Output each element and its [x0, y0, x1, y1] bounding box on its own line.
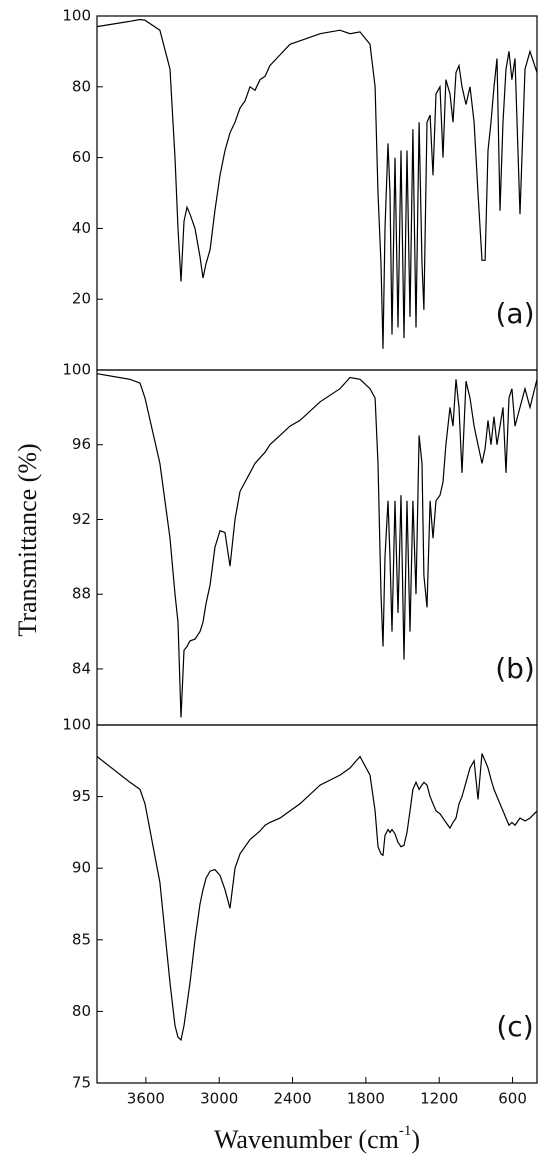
spectrum-line: [96, 373, 538, 718]
y-axis-label: Transmittance (%): [13, 443, 42, 636]
y-tick-label: 20: [72, 290, 91, 308]
x-tick-label: 3600: [127, 1090, 165, 1108]
plot-frame: [96, 15, 538, 371]
x-tick-label: 600: [498, 1090, 527, 1108]
y-tick-label: 40: [72, 219, 91, 237]
y-tick-label: 88: [72, 585, 91, 603]
x-tick-label: 1800: [347, 1090, 385, 1108]
y-tick-label: 80: [72, 77, 91, 95]
y-tick-label: 100: [62, 716, 91, 734]
y-tick-label: 75: [72, 1074, 91, 1092]
y-tick-label: 90: [72, 859, 91, 877]
panel-label: (b): [495, 652, 535, 685]
panel-label: (c): [496, 1010, 533, 1043]
x-axis-label-main: Wavenumber (cm: [214, 1125, 399, 1154]
y-tick-label: 95: [72, 787, 91, 805]
x-tick-label: 3000: [200, 1090, 238, 1108]
x-tick-label: 1200: [420, 1090, 458, 1108]
y-tick-label: 100: [62, 361, 91, 379]
y-tick-label: 100: [62, 7, 91, 25]
plot-frame: [96, 369, 538, 726]
spectrum-line: [96, 18, 538, 349]
y-tick-label: 92: [72, 510, 91, 528]
spectrum-line: [96, 753, 538, 1042]
y-tick-label: 85: [72, 930, 91, 948]
panel-label: (a): [495, 297, 534, 330]
y-tick-label: 84: [72, 659, 91, 677]
y-tick-label: 96: [72, 435, 91, 453]
x-axis-label-end: ): [411, 1125, 420, 1154]
x-axis-label-sup: -1: [399, 1123, 412, 1139]
y-tick-label: 80: [72, 1002, 91, 1020]
plot-frame: [96, 724, 538, 1084]
y-tick-label: 60: [72, 148, 91, 166]
x-tick-label: 2400: [273, 1090, 311, 1108]
x-axis-label: Wavenumber (cm-1): [214, 1123, 420, 1154]
